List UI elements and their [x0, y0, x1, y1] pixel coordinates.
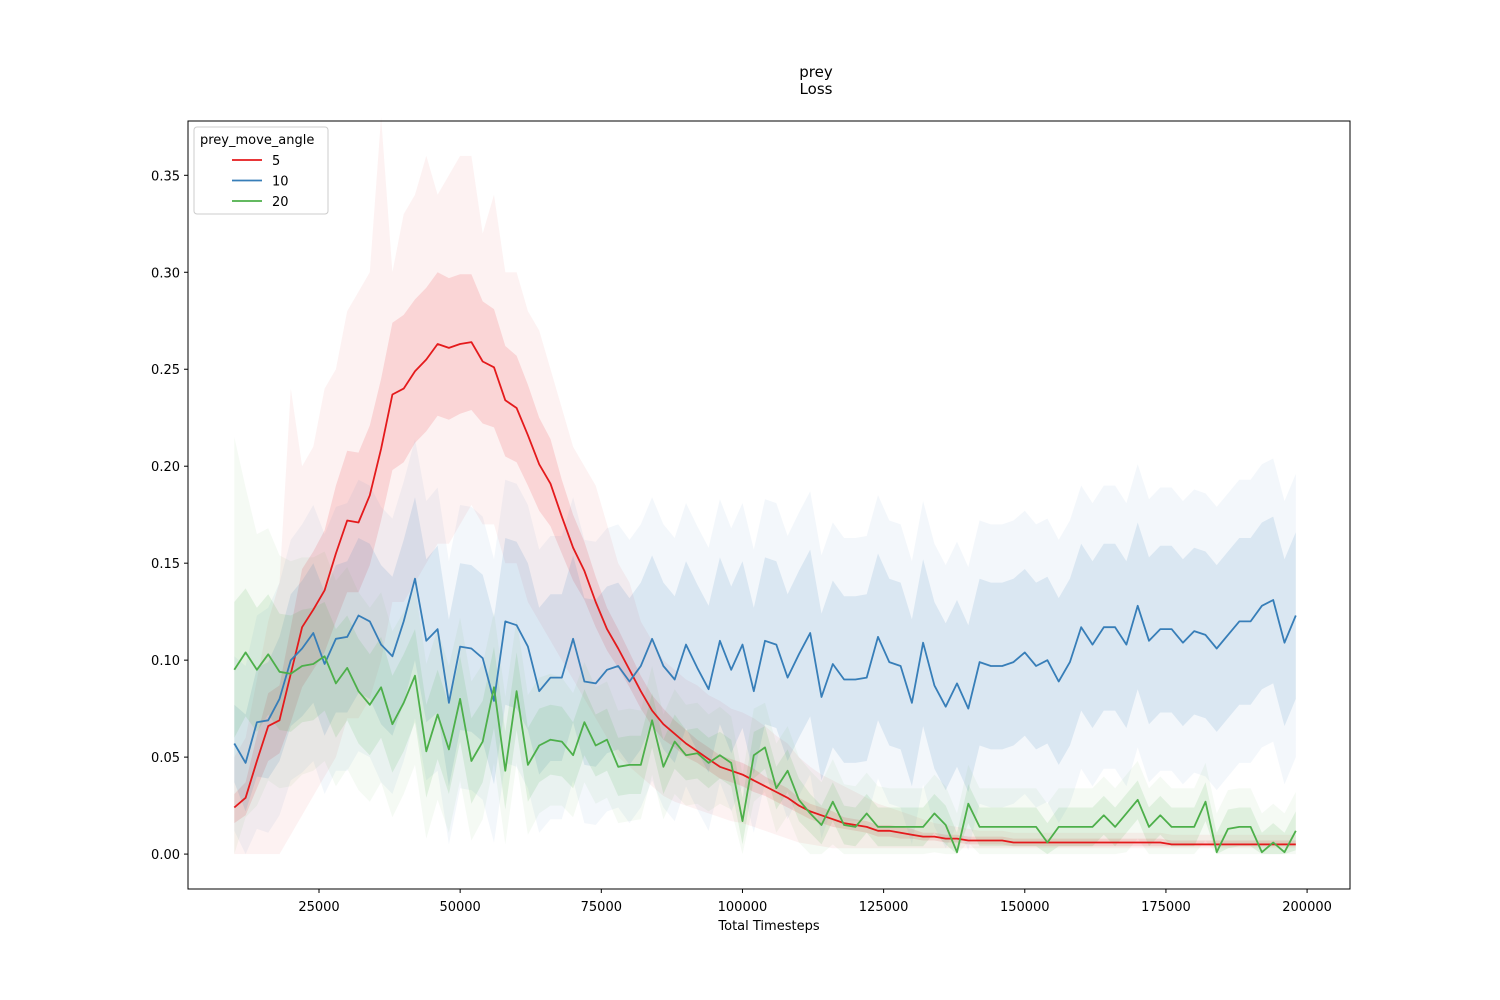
- series-5-outer-band: [234, 117, 1296, 855]
- x-tick-label: 200000: [1282, 900, 1332, 915]
- chart-subtitle: Loss: [800, 80, 833, 98]
- x-tick-label: 175000: [1141, 900, 1191, 915]
- series-lines: [233, 341, 1297, 854]
- x-tick-label: 100000: [718, 900, 768, 915]
- series-10-outer-band: [234, 439, 1296, 855]
- y-tick-label: 0.00: [151, 848, 180, 863]
- confidence-bands: [234, 117, 1296, 855]
- y-tick-label: 0.10: [151, 654, 180, 669]
- series-20-outer-band: [234, 437, 1296, 855]
- x-tick-label: 125000: [859, 900, 909, 915]
- legend-box: [193, 126, 329, 215]
- x-tick-label: 50000: [439, 900, 480, 915]
- legend-label-20: 20: [272, 195, 289, 210]
- plot-frame: [187, 120, 1351, 890]
- y-tick-label: 0.15: [151, 557, 180, 572]
- legend: prey_move_angle 5 10 20: [193, 126, 329, 215]
- x-tick-label: 150000: [1000, 900, 1050, 915]
- x-tick-label: 25000: [298, 900, 339, 915]
- y-tick-label: 0.05: [151, 751, 180, 766]
- y-tick-label: 0.35: [151, 169, 180, 184]
- y-tick-label: 0.30: [151, 266, 180, 281]
- series-5-inner-band: [234, 272, 1296, 847]
- legend-label-5: 5: [272, 154, 280, 169]
- y-axis: 0.00 0.05 0.10 0.15 0.20 0.25 0.30 0.35: [151, 169, 188, 863]
- x-tick-label: 75000: [581, 900, 622, 915]
- y-tick-label: 0.25: [151, 363, 180, 378]
- x-axis-label: Total Timesteps: [717, 919, 819, 934]
- legend-title: prey_move_angle: [200, 133, 314, 148]
- y-tick-label: 0.20: [151, 460, 180, 475]
- chart-title: prey: [799, 63, 833, 81]
- series-20-line: [233, 651, 1297, 854]
- x-axis: 25000 50000 75000 100000 125000 150000 175000 2…: [298, 889, 1332, 915]
- legend-label-10: 10: [272, 175, 289, 190]
- series-10-line: [233, 577, 1297, 764]
- series-5-line: [233, 341, 1296, 846]
